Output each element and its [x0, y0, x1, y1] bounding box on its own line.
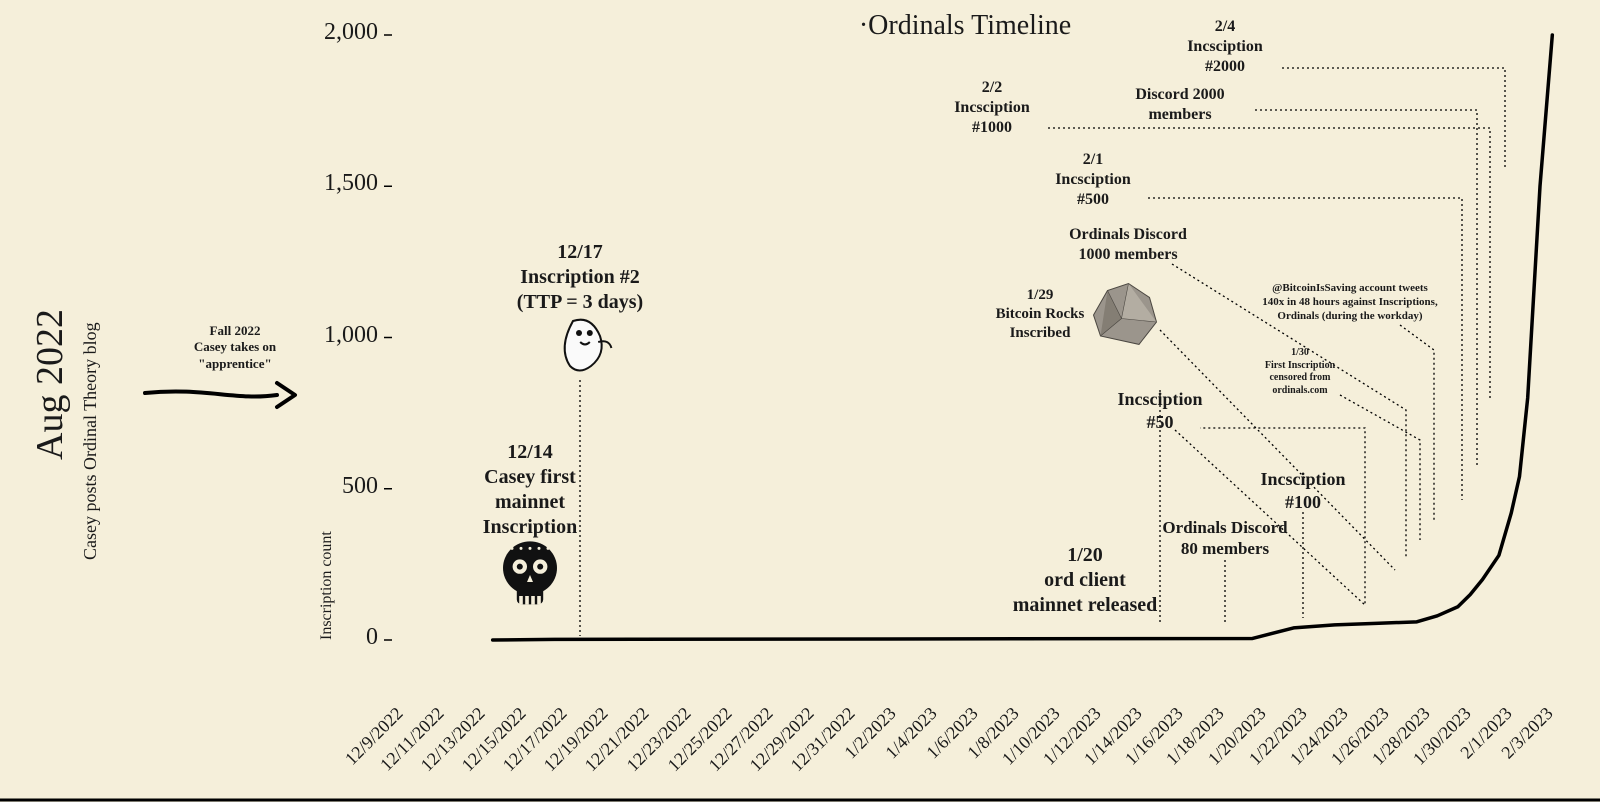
- stage: ·Ordinals Timeline 0 500 1,000 1,500 2,000 Ins…: [0, 0, 1600, 802]
- y-tick-label: 2,000: [300, 19, 378, 46]
- annot-tweets140x: @BitcoinIsSaving account tweets 140x in …: [1230, 282, 1470, 323]
- annot-insc500: 2/1 Incsciption #500: [1033, 150, 1153, 210]
- aug-2022-label: Aug 2022: [28, 309, 72, 460]
- leader-insc2000: [1282, 68, 1505, 170]
- annot-insc50: Incsciption #50: [1100, 388, 1220, 433]
- annot-discord2000: Discord 2000 members: [1105, 85, 1255, 125]
- leader-tweets140x: [1400, 325, 1434, 520]
- annot-insc1: 12/14 Casey first mainnet Inscription: [450, 440, 610, 540]
- annot-insc100: Incsciption #100: [1243, 468, 1363, 513]
- intro-arrow: [145, 391, 277, 396]
- blog-subtitle: Casey posts Ordinal Theory blog: [80, 322, 101, 560]
- annot-insc2000: 2/4 Incsciption #2000: [1165, 17, 1285, 77]
- chart-title: ·Ordinals Timeline: [765, 10, 1165, 42]
- y-axis-label: Inscription count: [318, 531, 336, 640]
- y-tick-label: 1,500: [300, 170, 378, 197]
- annot-discord80: Ordinals Discord 80 members: [1140, 517, 1310, 560]
- annot-discord1000: Ordinals Discord 1000 members: [1038, 225, 1218, 265]
- y-tick-label: 0: [300, 624, 378, 651]
- chart-svg: [0, 0, 1600, 802]
- apprentice-note: Fall 2022 Casey takes on "apprentice": [170, 323, 300, 372]
- y-tick-label: 1,000: [300, 322, 378, 349]
- skull-icon: [503, 541, 557, 604]
- y-tick-label: 500: [300, 473, 378, 500]
- annot-insc1000: 2/2 Incsciption #1000: [932, 78, 1052, 138]
- annot-bitcoin-rocks: 1/29 Bitcoin Rocks Inscribed: [970, 286, 1110, 342]
- annot-censored: 1/30 First Inscription censored from ord…: [1235, 347, 1365, 397]
- ghost-icon: [565, 320, 612, 371]
- annot-insc2: 12/17 Inscription #2 (TTP = 3 days): [480, 240, 680, 315]
